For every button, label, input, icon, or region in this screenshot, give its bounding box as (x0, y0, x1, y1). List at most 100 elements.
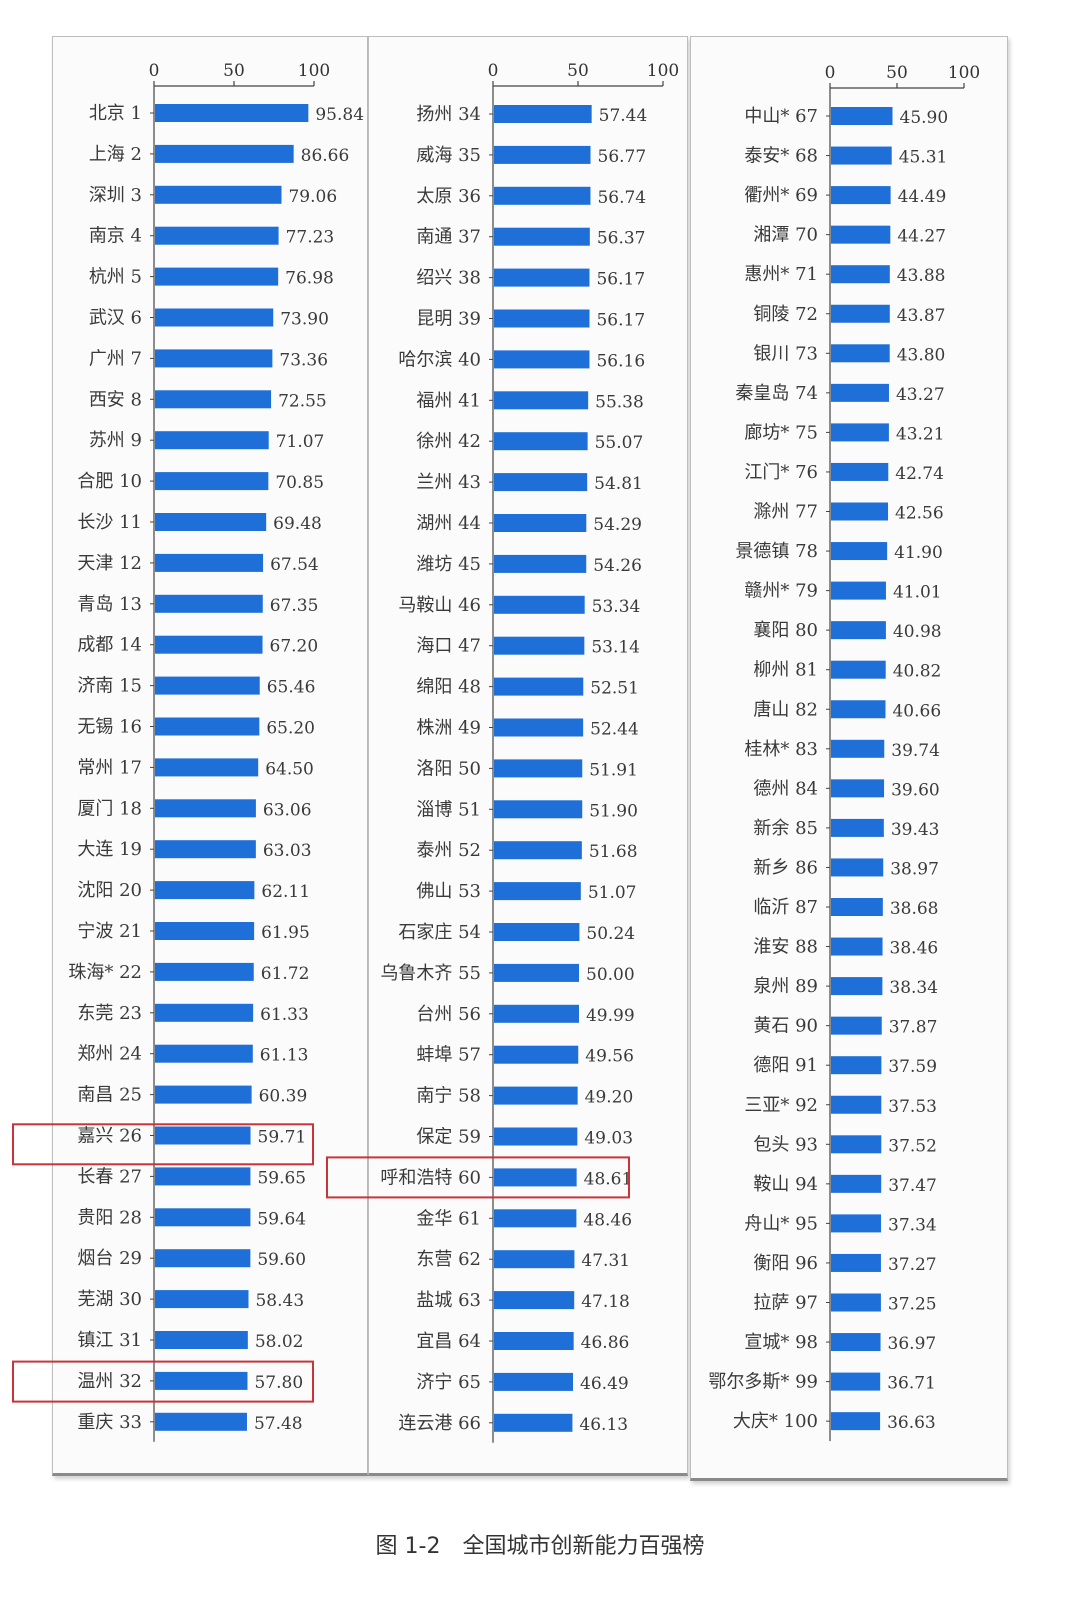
bar (494, 1045, 579, 1064)
city-label: 新余 85 (753, 818, 818, 839)
city-label: 中山* 67 (744, 106, 818, 127)
value-label: 38.46 (890, 939, 939, 959)
bar (155, 1044, 253, 1063)
value-label: 40.82 (893, 662, 942, 682)
bar (155, 1167, 251, 1186)
city-label: 徐州 42 (416, 431, 481, 452)
city-label: 金华 61 (416, 1208, 481, 1229)
value-label: 37.87 (889, 1018, 938, 1038)
city-label: 南通 37 (416, 227, 481, 248)
value-label: 49.56 (585, 1047, 634, 1067)
city-label: 长沙 11 (77, 512, 142, 533)
value-label: 79.06 (288, 187, 337, 207)
value-label: 67.20 (270, 637, 319, 657)
value-label: 37.59 (888, 1057, 937, 1077)
chart-panel-3-svg: 0 50 100 中山* 67 45.90 泰安* 68 45.31 衢州* 69 44.49 湘… (12, 63, 980, 1442)
bar (831, 739, 885, 758)
bar (831, 1372, 881, 1391)
city-label: 厦门 18 (77, 798, 142, 819)
x-tick-label: 0 (825, 63, 836, 83)
bar (831, 1333, 881, 1352)
city-label: 大庆* 100 (733, 1411, 818, 1432)
value-label: 49.03 (584, 1129, 633, 1149)
bar (831, 1253, 881, 1272)
city-label: 重庆 33 (77, 1412, 142, 1433)
bar (831, 1135, 882, 1154)
value-label: 44.49 (898, 187, 947, 207)
value-label: 73.36 (279, 350, 328, 370)
value-label: 65.20 (266, 719, 315, 739)
city-label: 鞍山 94 (753, 1174, 818, 1195)
value-label: 43.27 (896, 385, 945, 405)
bar (155, 594, 263, 613)
city-label: 舟山* 95 (744, 1213, 818, 1234)
city-label: 宜昌 64 (416, 1331, 481, 1352)
value-label: 59.60 (257, 1250, 306, 1270)
city-label: 南京 4 (89, 226, 142, 247)
x-tick-label: 0 (149, 61, 160, 81)
value-label: 61.33 (260, 1005, 309, 1025)
value-label: 46.13 (579, 1415, 628, 1435)
bar (155, 1126, 251, 1145)
bar (831, 621, 886, 640)
city-label: 新乡 86 (753, 857, 818, 878)
bar (831, 937, 883, 956)
bar (155, 799, 256, 818)
bar (831, 779, 885, 798)
bar (155, 1331, 248, 1349)
bar (831, 1056, 882, 1075)
bar (494, 554, 587, 573)
value-label: 57.80 (254, 1373, 303, 1393)
value-label: 47.31 (581, 1251, 630, 1271)
bar (494, 514, 587, 532)
value-label: 73.90 (280, 310, 329, 330)
value-label: 77.23 (286, 228, 335, 248)
bar (155, 349, 273, 368)
value-label: 59.65 (257, 1168, 306, 1188)
value-label: 56.74 (597, 188, 646, 208)
city-label: 昆明 39 (416, 309, 481, 330)
value-label: 37.27 (888, 1255, 937, 1275)
value-label: 49.99 (586, 1006, 635, 1026)
city-label: 烟台 29 (77, 1248, 142, 1269)
value-label: 58.02 (255, 1332, 304, 1352)
chart-panel-2: 0 50 100 扬州 34 57.44 威海 35 56.77 太原 36 56.74 南通 3… (326, 36, 688, 1476)
city-label: 海口 47 (416, 636, 481, 657)
x-tick-label: 50 (223, 61, 245, 81)
city-label: 常州 17 (77, 757, 142, 778)
city-label: 成都 14 (77, 635, 142, 656)
city-label: 衡阳 96 (753, 1253, 818, 1274)
value-label: 38.68 (890, 899, 939, 919)
city-label: 衢州* 69 (744, 185, 818, 206)
bar (494, 1209, 577, 1228)
value-label: 37.34 (888, 1215, 937, 1235)
value-label: 64.50 (265, 759, 314, 779)
value-label: 53.34 (592, 597, 641, 617)
highlight-box (12, 1123, 314, 1166)
value-label: 50.00 (586, 965, 635, 985)
city-label: 泰安* 68 (744, 146, 818, 167)
value-label: 55.38 (595, 392, 644, 412)
value-label: 52.51 (590, 679, 639, 699)
value-label: 37.52 (888, 1136, 937, 1156)
city-label: 威海 35 (416, 145, 481, 166)
value-label: 72.55 (278, 391, 327, 411)
bar (155, 267, 279, 286)
value-label: 70.85 (275, 473, 324, 493)
bar (831, 1214, 882, 1233)
value-label: 60.39 (259, 1087, 308, 1107)
city-label: 福州 41 (416, 390, 481, 411)
bar (494, 636, 585, 655)
value-label: 52.44 (590, 720, 639, 740)
city-label: 济南 15 (77, 676, 142, 697)
value-label: 49.20 (585, 1088, 634, 1108)
value-label: 50.24 (586, 924, 635, 944)
value-label: 44.27 (897, 227, 946, 247)
value-label: 95.84 (315, 105, 364, 125)
city-label: 南宁 58 (416, 1086, 481, 1107)
value-label: 61.72 (261, 964, 310, 984)
city-label: 绵阳 48 (416, 677, 481, 698)
bar (494, 391, 589, 410)
city-label: 西安 8 (89, 389, 142, 410)
value-label: 56.77 (598, 147, 647, 167)
